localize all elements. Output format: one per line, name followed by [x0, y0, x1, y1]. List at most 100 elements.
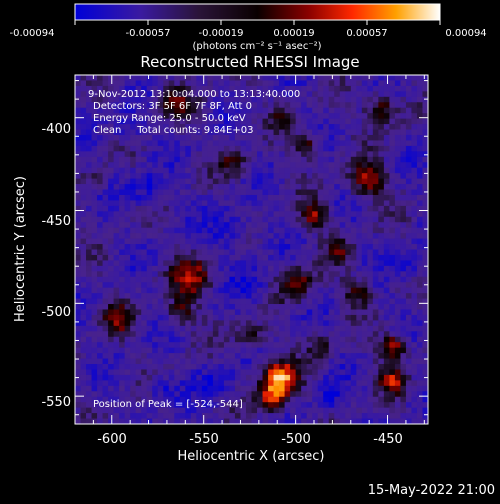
- heatmap-pixel: [257, 113, 263, 120]
- heatmap-pixel: [97, 364, 103, 370]
- heatmap-pixel: [394, 91, 401, 98]
- heatmap-pixel: [130, 369, 137, 376]
- heatmap-pixel: [229, 298, 236, 305]
- heatmap-pixel: [262, 287, 269, 294]
- heatmap-pixel: [163, 102, 170, 109]
- heatmap-pixel: [356, 244, 363, 250]
- heatmap-pixel: [345, 80, 352, 87]
- heatmap-pixel: [334, 102, 341, 109]
- heatmap-pixel: [152, 96, 159, 103]
- heatmap-pixel: [279, 276, 285, 283]
- heatmap-pixel: [350, 396, 357, 403]
- heatmap-pixel: [119, 222, 126, 229]
- heatmap-pixel: [152, 140, 159, 147]
- heatmap-pixel: [356, 358, 363, 365]
- heatmap-pixel: [157, 75, 164, 81]
- heatmap-pixel: [268, 102, 274, 109]
- heatmap-pixel: [113, 211, 120, 218]
- heatmap-pixel: [389, 118, 396, 125]
- heatmap-pixel: [350, 227, 357, 234]
- heatmap-pixel: [328, 107, 335, 114]
- heatmap-pixel: [223, 184, 230, 190]
- heatmap-pixel: [212, 75, 219, 81]
- heatmap-pixel: [290, 320, 297, 327]
- heatmap-pixel: [400, 129, 407, 136]
- heatmap-pixel: [218, 145, 225, 152]
- y-axis-label: Heliocentric Y (arcsec): [13, 176, 28, 322]
- heatmap-pixel: [356, 113, 363, 120]
- heatmap-pixel: [383, 413, 390, 419]
- heatmap-pixel: [80, 314, 87, 321]
- heatmap-pixel: [383, 325, 390, 332]
- heatmap-pixel: [339, 102, 346, 109]
- heatmap-pixel: [394, 260, 401, 267]
- heatmap-pixel: [273, 369, 280, 376]
- heatmap-pixel: [130, 271, 137, 278]
- heatmap-pixel: [405, 145, 412, 152]
- heatmap-pixel: [350, 156, 357, 163]
- heatmap-pixel: [80, 364, 87, 370]
- heatmap-pixel: [190, 227, 197, 234]
- heatmap-pixel: [146, 233, 153, 239]
- heatmap-pixel: [328, 265, 335, 272]
- heatmap-pixel: [378, 134, 385, 141]
- heatmap-pixel: [367, 254, 374, 261]
- heatmap-pixel: [190, 298, 197, 305]
- heatmap-pixel: [339, 407, 346, 414]
- heatmap-pixel: [273, 151, 280, 158]
- heatmap-pixel: [345, 325, 352, 332]
- heatmap-pixel: [350, 200, 357, 207]
- heatmap-pixel: [218, 167, 225, 174]
- heatmap-pixel: [91, 102, 98, 109]
- heatmap-pixel: [108, 96, 115, 103]
- heatmap-pixel: [290, 75, 297, 81]
- heatmap-pixel: [367, 293, 374, 299]
- heatmap-pixel: [383, 194, 390, 201]
- heatmap-pixel: [146, 396, 153, 403]
- heatmap-pixel: [350, 75, 357, 81]
- heatmap-pixel: [240, 96, 247, 103]
- heatmap-pixel: [185, 374, 192, 381]
- heatmap-pixel: [102, 331, 109, 338]
- heatmap-pixel: [334, 320, 341, 327]
- heatmap-pixel: [350, 211, 357, 218]
- heatmap-pixel: [130, 194, 137, 201]
- heatmap-pixel: [240, 391, 247, 398]
- heatmap-pixel: [218, 134, 225, 141]
- heatmap-pixel: [97, 113, 103, 120]
- heatmap-pixel: [179, 276, 186, 283]
- heatmap-pixel: [141, 80, 148, 87]
- heatmap-pixel: [273, 118, 280, 125]
- heatmap-pixel: [119, 249, 126, 256]
- heatmap-pixel: [378, 162, 385, 169]
- heatmap-pixel: [317, 107, 324, 114]
- heatmap-pixel: [290, 402, 297, 409]
- heatmap-pixel: [168, 374, 175, 381]
- heatmap-pixel: [113, 233, 120, 239]
- heatmap-pixel: [339, 140, 346, 147]
- heatmap-pixel: [141, 227, 148, 234]
- heatmap-pixel: [179, 216, 186, 223]
- heatmap-pixel: [157, 369, 164, 376]
- heatmap-pixel: [257, 124, 263, 130]
- heatmap-pixel: [201, 80, 208, 87]
- heatmap-pixel: [339, 331, 346, 338]
- heatmap-pixel: [86, 347, 92, 354]
- heatmap-pixel: [350, 178, 357, 185]
- heatmap-pixel: [218, 282, 225, 289]
- heatmap-pixel: [411, 151, 418, 158]
- heatmap-pixel: [416, 260, 423, 267]
- heatmap-pixel: [135, 304, 142, 310]
- heatmap-pixel: [306, 396, 313, 403]
- heatmap-pixel: [295, 293, 302, 299]
- heatmap-pixel: [135, 102, 142, 109]
- heatmap-pixel: [218, 216, 225, 223]
- heatmap-pixel: [157, 85, 164, 92]
- heatmap-pixel: [108, 194, 115, 201]
- heatmap-pixel: [284, 249, 291, 256]
- heatmap-pixel: [378, 369, 385, 376]
- heatmap-pixel: [268, 276, 274, 283]
- heatmap-pixel: [113, 336, 120, 343]
- heatmap-pixel: [339, 156, 346, 163]
- heatmap-pixel: [257, 418, 263, 425]
